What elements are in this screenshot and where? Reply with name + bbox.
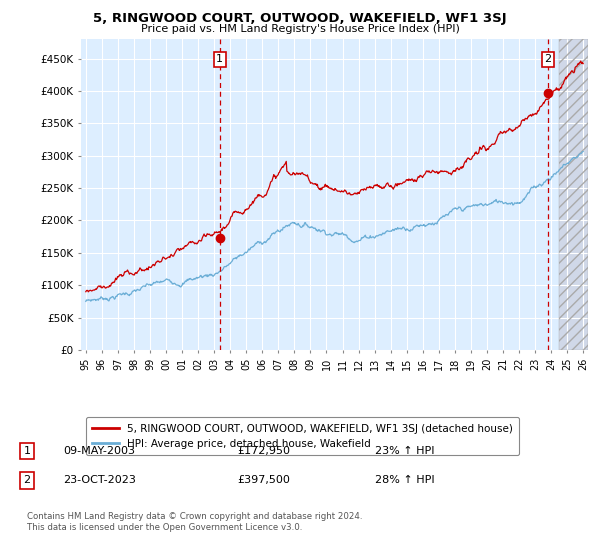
Text: Price paid vs. HM Land Registry's House Price Index (HPI): Price paid vs. HM Land Registry's House … bbox=[140, 24, 460, 34]
Text: 5, RINGWOOD COURT, OUTWOOD, WAKEFIELD, WF1 3SJ: 5, RINGWOOD COURT, OUTWOOD, WAKEFIELD, W… bbox=[93, 12, 507, 25]
Bar bbox=[559, 39, 588, 350]
Text: 09-MAY-2003: 09-MAY-2003 bbox=[63, 446, 135, 456]
Text: 23-OCT-2023: 23-OCT-2023 bbox=[63, 475, 136, 486]
Text: Contains HM Land Registry data © Crown copyright and database right 2024.
This d: Contains HM Land Registry data © Crown c… bbox=[27, 512, 362, 532]
Text: 1: 1 bbox=[216, 54, 223, 64]
Text: 23% ↑ HPI: 23% ↑ HPI bbox=[375, 446, 434, 456]
Legend: 5, RINGWOOD COURT, OUTWOOD, WAKEFIELD, WF1 3SJ (detached house), HPI: Average pr: 5, RINGWOOD COURT, OUTWOOD, WAKEFIELD, W… bbox=[86, 417, 519, 455]
Text: £397,500: £397,500 bbox=[237, 475, 290, 486]
Text: £172,950: £172,950 bbox=[237, 446, 290, 456]
Text: 1: 1 bbox=[23, 446, 31, 456]
Text: 28% ↑ HPI: 28% ↑ HPI bbox=[375, 475, 434, 486]
Text: 2: 2 bbox=[23, 475, 31, 486]
Bar bbox=[559, 39, 588, 350]
Text: 2: 2 bbox=[544, 54, 551, 64]
